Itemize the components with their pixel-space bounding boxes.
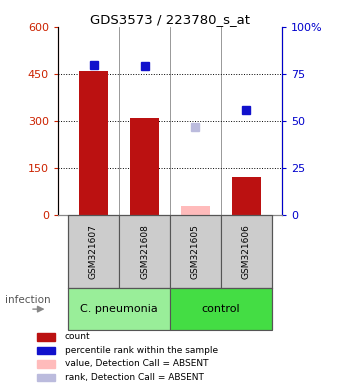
Text: GSM321608: GSM321608: [140, 224, 149, 279]
Text: infection: infection: [5, 295, 50, 305]
Bar: [68, 288, 170, 330]
Bar: [37, 347, 55, 354]
Bar: [119, 215, 170, 288]
Bar: [221, 215, 272, 288]
Bar: [68, 215, 119, 288]
Text: count: count: [65, 333, 90, 341]
Bar: [37, 360, 55, 367]
Bar: [80, 71, 107, 215]
Text: control: control: [202, 304, 240, 314]
Bar: [182, 206, 209, 215]
Text: GSM321606: GSM321606: [242, 224, 251, 279]
Text: GSM321607: GSM321607: [89, 224, 98, 279]
Bar: [170, 288, 272, 330]
Bar: [170, 215, 221, 288]
Bar: [131, 118, 158, 215]
Bar: [233, 177, 260, 215]
Text: GSM321605: GSM321605: [191, 224, 200, 279]
Bar: [37, 374, 55, 381]
Bar: [37, 333, 55, 341]
Title: GDS3573 / 223780_s_at: GDS3573 / 223780_s_at: [90, 13, 250, 26]
Text: value, Detection Call = ABSENT: value, Detection Call = ABSENT: [65, 359, 208, 368]
Text: C. pneumonia: C. pneumonia: [80, 304, 158, 314]
Text: rank, Detection Call = ABSENT: rank, Detection Call = ABSENT: [65, 373, 203, 382]
Text: percentile rank within the sample: percentile rank within the sample: [65, 346, 218, 355]
